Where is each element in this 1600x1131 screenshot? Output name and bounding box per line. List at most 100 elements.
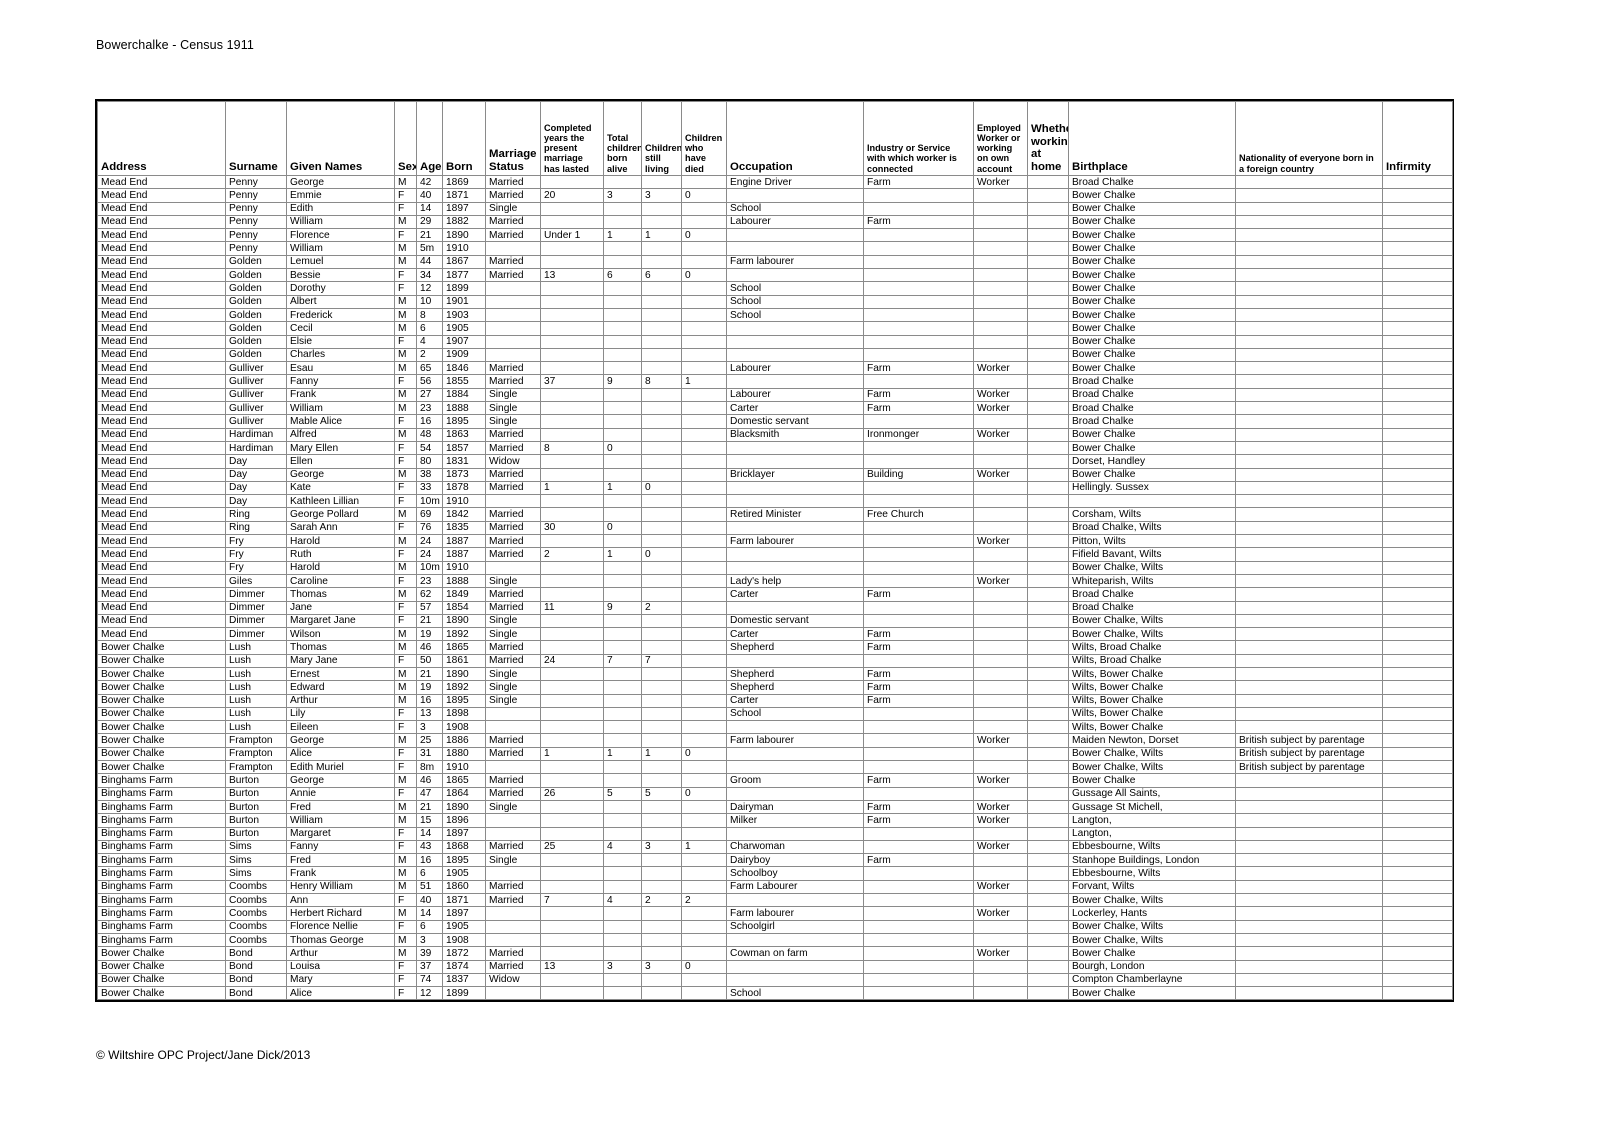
table-row[interactable]: Mead End Penny Emmie F 40 1871 Married 20 3 3 0 Bow… [97,188,1453,203]
cell-stillliving [641,294,682,309]
table-row[interactable]: Mead End Golden Charles M 2 1909 Bower Chalke [97,347,1453,363]
table-row[interactable]: Mead End Golden Lemuel M 44 1867 Married Farm l… [97,254,1453,270]
cell-surname: Penny [225,201,287,216]
table-row[interactable]: Mead End Hardiman Mary Ellen F 54 1857 Married… [97,440,1453,456]
table-row[interactable]: Mead End Dimmer Margaret Jane F 21 1890 Single… [97,613,1453,629]
table-row[interactable]: Mead End Golden Dorothy F 12 1899 School Bower … [97,281,1453,296]
table-row[interactable]: Bower Chalke Frampton George M 25 1886 Married… [97,733,1453,748]
table-row[interactable]: Binghams Farm Sims Frank M 6 1905 Schoolboy Ebb… [97,866,1453,881]
cell-age: 2 [416,347,443,363]
cell-given: George [286,467,395,482]
table-row[interactable]: Mead End Gulliver Fanny F 56 1855 Married 37 9 8 1… [97,374,1453,389]
table-row[interactable]: Binghams Farm Burton Fred M 21 1890 Single Dair… [97,799,1453,815]
table-row[interactable]: Mead End Fry Harold M 24 1887 Married Farm labo… [97,534,1453,549]
table-row[interactable]: Mead End Gulliver Mable Alice F 16 1895 Single… [97,414,1453,429]
table-row[interactable]: Binghams Farm Coombs Thomas George M 3 1908 Bo… [97,932,1453,948]
cell-sex: F [394,547,417,562]
table-row[interactable]: Mead End Day Kathleen Lillian F 10m 1910 [97,494,1453,509]
table-row[interactable]: Binghams Farm Sims Fanny F 43 1868 Married 25 4 3… [97,839,1453,855]
table-row[interactable]: Bower Chalke Lush Thomas M 46 1865 Married Shep… [97,640,1453,655]
table-row[interactable]: Mead End Penny William M 5m 1910 Bower Chalke [97,241,1453,256]
cell-infirmity [1382,720,1453,735]
table-row[interactable]: Mead End Golden Bessie F 34 1877 Married 13 6 6 0 B… [97,268,1453,283]
column-header-sex: Sex [394,101,417,176]
table-row[interactable]: Mead End Golden Frederick M 8 1903 School Bower… [97,307,1453,323]
cell-athome [1027,932,1069,948]
cell-marstatus: Single [485,414,541,429]
cell-marstatus: Married [485,188,541,203]
table-row[interactable]: Bower Chalke Lush Mary Jane F 50 1861 Married 2… [97,653,1453,668]
table-row[interactable]: Bower Chalke Bond Arthur M 39 1872 Married Cowm… [97,946,1453,961]
table-row[interactable]: Mead End Fry Harold M 10m 1910 Bower Chalke, W… [97,560,1453,575]
table-row[interactable]: Mead End Penny George M 42 1869 Married Engine … [97,174,1453,190]
table-row[interactable]: Bower Chalke Bond Alice F 12 1899 School Bower … [97,986,1453,1001]
table-row[interactable]: Bower Chalke Lush Ernest M 21 1890 Single Sheph… [97,666,1453,682]
table-row[interactable]: Mead End Day Kate F 33 1878 Married 1 1 0 Hellingl… [97,480,1453,496]
cell-years [540,760,604,775]
cell-died [681,507,727,522]
table-row[interactable]: Bower Chalke Frampton Alice F 31 1880 Married 1… [97,746,1453,762]
table-row[interactable]: Bower Chalke Lush Lily F 13 1898 School Wilts, … [97,706,1453,722]
table-row[interactable]: Mead End Fry Ruth F 24 1887 Married 2 1 0 Fifield … [97,547,1453,562]
cell-given: Lily [286,706,395,722]
cell-address: Mead End [97,427,226,442]
cell-stillliving: 6 [641,268,682,283]
table-row[interactable]: Mead End Golden Albert M 10 1901 School Bower C… [97,294,1453,309]
cell-stillliving [641,534,682,549]
table-row[interactable]: Mead End Ring George Pollard M 69 1842 Married… [97,507,1453,522]
cell-sex: M [394,906,417,921]
table-row[interactable]: Mead End Gulliver William M 23 1888 Single Cart… [97,401,1453,416]
table-row[interactable]: Mead End Dimmer Thomas M 62 1849 Married Carter… [97,587,1453,602]
table-row[interactable]: Binghams Farm Sims Fred M 16 1895 Single Dairyb… [97,853,1453,868]
table-row[interactable]: Binghams Farm Burton William M 15 1896 Milker F… [97,813,1453,828]
table-row[interactable]: Bower Chalke Bond Louisa F 37 1874 Married 13 3 3… [97,959,1453,974]
table-row[interactable]: Bower Chalke Frampton Edith Muriel F 8m 1910 B… [97,760,1453,775]
table-row[interactable]: Mead End Ring Sarah Ann F 76 1835 Married 30 0 Br… [97,520,1453,536]
cell-industry [863,946,974,961]
table-row[interactable]: Bower Chalke Lush Arthur M 16 1895 Single Carte… [97,693,1453,708]
cell-died [681,799,727,815]
cell-address: Mead End [97,560,226,575]
table-row[interactable]: Mead End Hardiman Alfred M 48 1863 Married Blac… [97,427,1453,442]
cell-stillliving [641,361,682,376]
cell-employed [973,560,1028,575]
cell-marstatus: Married [485,733,541,748]
cell-nationality [1235,268,1383,283]
table-row[interactable]: Binghams Farm Coombs Henry William M 51 1860 M… [97,879,1453,895]
cell-industry [863,560,974,575]
table-row[interactable]: Binghams Farm Burton Margaret F 14 1897 Langto… [97,826,1453,841]
table-row[interactable]: Mead End Penny Edith F 14 1897 Single School Bow… [97,201,1453,216]
table-row[interactable]: Bower Chalke Lush Eileen F 3 1908 Wilts, Bower… [97,720,1453,735]
cell-stillliving [641,733,682,748]
table-row[interactable]: Binghams Farm Coombs Herbert Richard M 14 189… [97,906,1453,921]
table-row[interactable]: Binghams Farm Coombs Florence Nellie F 6 1905… [97,919,1453,934]
table-row[interactable]: Mead End Dimmer Wilson M 19 1892 Single Carter F… [97,627,1453,642]
table-row[interactable]: Mead End Gulliver Esau M 65 1846 Married Labour… [97,361,1453,376]
table-row[interactable]: Mead End Golden Cecil M 6 1905 Bower Chalke [97,321,1453,336]
table-row[interactable]: Mead End Giles Caroline F 23 1888 Single Lady's… [97,573,1453,589]
cell-marstatus: Married [485,427,541,442]
cell-marstatus [485,986,541,1001]
cell-birthplace: Ebbesbourne, Wilts [1068,839,1236,855]
cell-marstatus: Single [485,627,541,642]
table-row[interactable]: Bower Chalke Lush Edward M 19 1892 Single Sheph… [97,680,1453,695]
table-row[interactable]: Binghams Farm Coombs Ann F 40 1871 Married 7 4 2 2… [97,893,1453,908]
table-row[interactable]: Mead End Day George M 38 1873 Married Bricklaye… [97,467,1453,482]
cell-marstatus: Married [485,547,541,562]
table-row[interactable]: Mead End Penny Florence F 21 1890 Married Under… [97,228,1453,243]
cell-birthplace: Wilts, Bower Chalke [1068,680,1236,695]
cell-athome [1027,520,1069,536]
table-row[interactable]: Mead End Golden Elsie F 4 1907 Bower Chalke [97,334,1453,349]
table-row[interactable]: Mead End Day Ellen F 80 1831 Widow Dorset, Hand… [97,454,1453,469]
table-row[interactable]: Bower Chalke Bond Mary F 74 1837 Widow Compton … [97,972,1453,988]
table-row[interactable]: Binghams Farm Burton George M 46 1865 Married G… [97,773,1453,788]
table-row[interactable]: Binghams Farm Burton Annie F 47 1864 Married 26… [97,786,1453,801]
table-row[interactable]: Mead End Dimmer Jane F 57 1854 Married 11 9 2 Broa… [97,600,1453,615]
cell-stillliving: 1 [641,746,682,762]
table-row[interactable]: Mead End Gulliver Frank M 27 1884 Single Labour… [97,387,1453,403]
cell-given: Edith Muriel [286,760,395,775]
table-row[interactable]: Mead End Penny William M 29 1882 Married Labour… [97,214,1453,230]
column-header-athome: Whether working at home [1027,101,1069,176]
cell-nationality [1235,866,1383,881]
cell-birthplace: Fifield Bavant, Wilts [1068,547,1236,562]
